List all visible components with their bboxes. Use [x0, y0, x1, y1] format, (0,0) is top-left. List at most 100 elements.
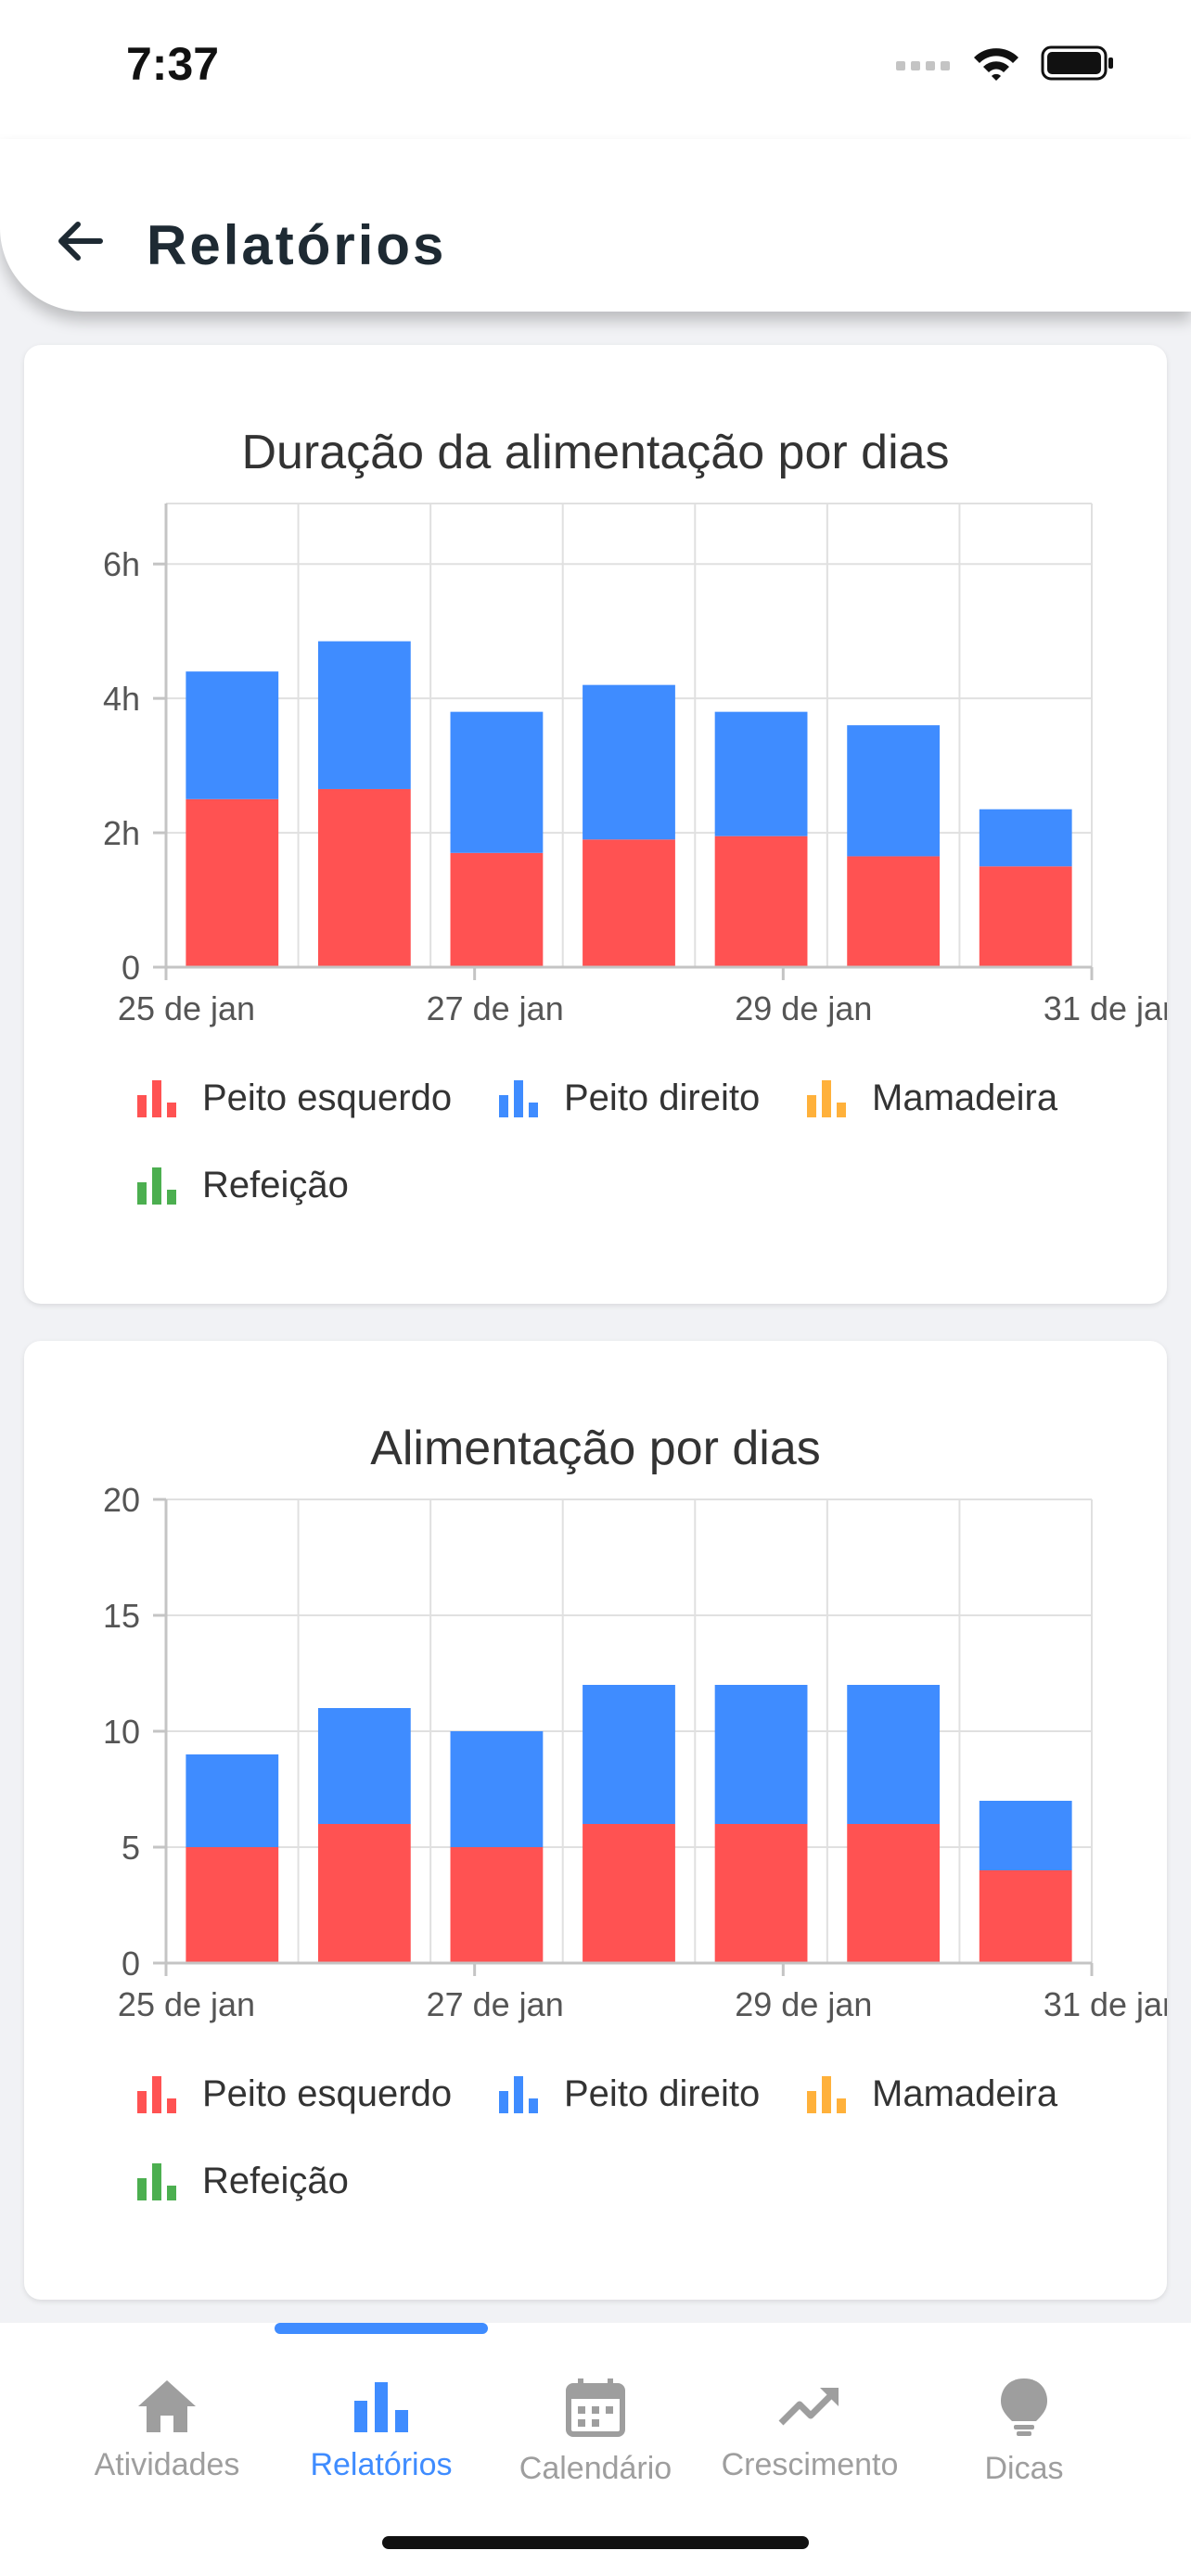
- legend-bar-icon: [499, 2075, 538, 2113]
- back-arrow-icon[interactable]: [52, 213, 108, 269]
- x-tick-label: 31 de jan: [1044, 1985, 1167, 2023]
- bar-segment: [583, 839, 675, 967]
- tab-label: Relatórios: [310, 2447, 453, 2482]
- legend-label: Refeição: [202, 1165, 349, 1205]
- x-tick-label: 29 de jan: [735, 1985, 872, 2023]
- status-time: 7:37: [126, 38, 220, 90]
- legend-item[interactable]: Peito direito: [497, 2073, 760, 2115]
- y-tick-label: 4h: [103, 680, 140, 718]
- legend-bar-icon: [137, 2162, 176, 2200]
- page-title: Relatórios: [147, 214, 447, 276]
- legend-item[interactable]: Peito esquerdo: [135, 2073, 452, 2115]
- bar-segment: [979, 1870, 1072, 1963]
- tab-calendario[interactable]: Calendário: [484, 2351, 707, 2518]
- tab-atividades[interactable]: Atividades: [56, 2351, 278, 2518]
- bar-segment: [979, 809, 1072, 867]
- chart-title: Duração da alimentação por dias: [241, 426, 950, 479]
- bar-segment: [847, 725, 941, 857]
- legend-item[interactable]: Mamadeira: [805, 2073, 1057, 2115]
- count-chart: 0 5 10 15 20 25 de jan 27 de jan 29 de jan 31 de…: [103, 1481, 1167, 2023]
- bar-segment: [450, 711, 544, 853]
- chart-card-duration: Duração da alimentação por dias 0 2h 4h 6h 2…: [24, 345, 1167, 1304]
- legend-label: Mamadeira: [872, 1078, 1058, 1118]
- legend-item[interactable]: Peito direito: [497, 1078, 760, 1119]
- bar-segment: [450, 1847, 544, 1963]
- tab-dicas[interactable]: Dicas: [913, 2351, 1135, 2518]
- lightbulb-icon: [1001, 2378, 1047, 2436]
- bar-segment: [979, 1801, 1072, 1870]
- bar-segment: [186, 798, 279, 967]
- legend-label: Refeição: [202, 2161, 349, 2201]
- bar-segment: [186, 1847, 279, 1963]
- bar-segment: [317, 641, 411, 789]
- legend-label: Mamadeira: [872, 2073, 1058, 2114]
- y-tick-label: 5: [122, 1829, 140, 1867]
- bar-segment: [714, 1824, 808, 1963]
- x-tick-label: 25 de jan: [118, 989, 255, 1027]
- battery-icon: [1041, 45, 1113, 81]
- chart-card-count: Alimentação por dias 0 5 10 15 20 25 de jan 27…: [24, 1341, 1167, 2300]
- bar-segment: [317, 1824, 411, 1963]
- legend-label: Peito esquerdo: [202, 2073, 453, 2114]
- legend-item[interactable]: Refeição: [135, 1165, 349, 1206]
- bar-segment: [847, 856, 941, 967]
- legend-item[interactable]: Mamadeira: [805, 1078, 1057, 1119]
- tab-crescimento[interactable]: Crescimento: [698, 2351, 921, 2518]
- bar-segment: [583, 684, 675, 840]
- tab-label: Atividades: [94, 2447, 240, 2482]
- cellular-signal-icon: [896, 61, 950, 70]
- legend-label: Peito esquerdo: [202, 1078, 453, 1118]
- y-tick-label: 6h: [103, 545, 140, 583]
- y-tick-label: 0: [122, 1945, 140, 1983]
- y-tick-label: 2h: [103, 814, 140, 852]
- y-tick-label: 10: [103, 1713, 140, 1751]
- active-tab-indicator: [275, 2323, 488, 2334]
- bar-segment: [317, 1708, 411, 1824]
- bar-segment: [714, 835, 808, 967]
- legend-item[interactable]: Peito esquerdo: [135, 1078, 452, 1119]
- tab-label: Crescimento: [721, 2447, 899, 2482]
- legend-bar-icon: [807, 2075, 846, 2113]
- status-bar: 7:37: [0, 0, 1191, 139]
- bar-segment: [186, 671, 279, 799]
- trending-up-icon: [778, 2388, 839, 2426]
- x-tick-label: 27 de jan: [427, 1985, 564, 2023]
- y-tick-label: 15: [103, 1597, 140, 1635]
- bar-segment: [979, 866, 1072, 967]
- legend-bar-icon: [137, 2075, 176, 2113]
- legend-item[interactable]: Refeição: [135, 2161, 349, 2202]
- duration-chart: 0 2h 4h 6h 25 de jan 27 de jan 29 de jan 31 de …: [103, 503, 1167, 1027]
- y-tick-label: 0: [122, 949, 140, 987]
- bar-segment: [714, 1685, 808, 1824]
- home-icon: [138, 2380, 196, 2432]
- bar-segment: [317, 788, 411, 967]
- x-tick-label: 27 de jan: [427, 989, 564, 1027]
- bar-chart-icon: [354, 2382, 408, 2432]
- bar-segment: [847, 1824, 941, 1963]
- legend-label: Peito direito: [564, 2073, 761, 2114]
- legend-bar-icon: [499, 1079, 538, 1117]
- bar-segment: [450, 852, 544, 967]
- app-header: Relatórios: [0, 139, 1191, 312]
- bar-segment: [186, 1754, 279, 1847]
- bar-segment: [583, 1685, 675, 1824]
- bar-segment: [847, 1685, 941, 1824]
- x-tick-label: 31 de jan: [1044, 989, 1167, 1027]
- bar-segment: [714, 711, 808, 836]
- legend-bar-icon: [137, 1167, 176, 1205]
- legend-bar-icon: [807, 1079, 846, 1117]
- home-indicator: [382, 2536, 809, 2549]
- bar-segment: [450, 1731, 544, 1847]
- tab-label: Calendário: [519, 2451, 672, 2486]
- bar-segment: [583, 1824, 675, 1963]
- x-tick-label: 29 de jan: [735, 989, 872, 1027]
- tab-label: Dicas: [984, 2451, 1064, 2486]
- bottom-tab-bar: Atividades Relatórios Calendário Cresci: [0, 2323, 1191, 2576]
- x-tick-label: 25 de jan: [118, 1985, 255, 2023]
- legend-bar-icon: [137, 1079, 176, 1117]
- y-tick-label: 20: [103, 1481, 140, 1519]
- status-icons: [896, 45, 1115, 82]
- tab-relatorios[interactable]: Relatórios: [270, 2351, 493, 2518]
- wifi-icon: [974, 48, 1018, 81]
- legend-label: Peito direito: [564, 1078, 761, 1118]
